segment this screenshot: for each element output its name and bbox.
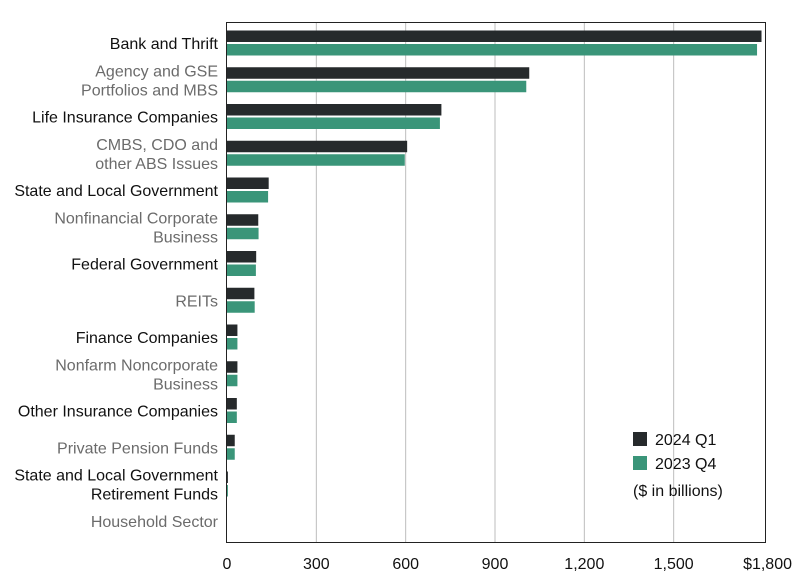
bar-federal-government-2023-q4 <box>227 264 256 276</box>
units-note: ($ in billions) <box>633 483 723 500</box>
category-label: Nonfarm Noncorporate <box>55 357 218 374</box>
category-label: Bank and Thrift <box>110 36 219 53</box>
bar-cmbs-cdo-and-other-abs-issues-2023-q4 <box>227 154 405 166</box>
category-label: Business <box>153 229 218 246</box>
category-label: State and Local Government <box>14 468 218 485</box>
category-label: Nonfinancial Corporate <box>54 210 218 227</box>
bar-agency-and-gse-portfolios-and-mbs-2023-q4 <box>227 80 527 93</box>
bar-reits-2024-q1 <box>227 287 255 300</box>
x-tick-label: 0 <box>223 556 232 573</box>
bar-bank-and-thrift-2023-q4 <box>227 44 758 56</box>
category-labels: Bank and Thrift Agency and GSE Portfolios … <box>14 36 218 531</box>
bar-bank-and-thrift-2024-q1 <box>227 30 762 42</box>
legend-label-2023-q4: 2023 Q4 <box>655 456 716 473</box>
bar-nonfarm-noncorporate-business-2023-q4 <box>227 374 238 387</box>
category-label: other ABS Issues <box>95 156 218 173</box>
bar-cmbs-cdo-and-other-abs-issues-2024-q1 <box>227 140 408 153</box>
x-tick-label: 900 <box>482 556 509 573</box>
category-label: Other Insurance Companies <box>18 404 218 421</box>
bar-reits-2023-q4 <box>227 301 255 313</box>
bar-nonfarm-noncorporate-business-2024-q1 <box>227 361 238 373</box>
bar-agency-and-gse-portfolios-and-mbs-2024-q1 <box>227 67 530 79</box>
x-tick-label: 600 <box>392 556 419 573</box>
legend-swatch-2023-q4 <box>633 456 647 470</box>
bar-state-and-local-government-2023-q4 <box>227 191 269 203</box>
bar-life-insurance-companies-2023-q4 <box>227 117 440 129</box>
category-label: Household Sector <box>91 514 219 531</box>
category-label: Life Insurance Companies <box>32 110 218 127</box>
bars <box>227 30 762 497</box>
bar-life-insurance-companies-2024-q1 <box>227 104 442 116</box>
category-label: Agency and GSE <box>95 63 218 80</box>
legend: 2024 Q1 2023 Q4 ($ in billions) <box>633 432 723 500</box>
bar-private-pension-funds-2023-q4 <box>227 448 235 460</box>
bar-state-and-local-government-2024-q1 <box>227 177 269 189</box>
bar-state-and-local-government-retirement-funds-2024-q1 <box>227 471 228 483</box>
category-label: Private Pension Funds <box>57 440 218 457</box>
bar-nonfinancial-corporate-business-2023-q4 <box>227 227 259 240</box>
category-label: CMBS, CDO and <box>96 137 218 154</box>
legend-swatch-2024-q1 <box>633 432 647 446</box>
bar-federal-government-2024-q1 <box>227 251 257 263</box>
bar-nonfinancial-corporate-business-2024-q1 <box>227 214 259 226</box>
bar-state-and-local-government-retirement-funds-2023-q4 <box>227 485 228 497</box>
category-label: REITs <box>175 293 218 310</box>
x-tick-label: 1,500 <box>654 556 694 573</box>
x-tick-label: $1,800 <box>743 556 792 573</box>
x-tick-label: 1,200 <box>564 556 604 573</box>
category-label: Finance Companies <box>76 330 218 347</box>
category-label: Business <box>153 376 218 393</box>
bar-private-pension-funds-2024-q1 <box>227 434 235 447</box>
category-label: Retirement Funds <box>91 487 218 504</box>
legend-label-2024-q1: 2024 Q1 <box>655 432 716 449</box>
category-label: Federal Government <box>71 257 218 274</box>
x-tick-label: 300 <box>303 556 330 573</box>
bar-finance-companies-2023-q4 <box>227 338 238 350</box>
bar-other-insurance-companies-2023-q4 <box>227 411 237 423</box>
bar-other-insurance-companies-2024-q1 <box>227 398 237 410</box>
x-axis-tick-labels: 0 300 600 900 1,200 1,500 $1,800 <box>223 556 793 573</box>
category-label: Portfolios and MBS <box>81 82 218 99</box>
bar-finance-companies-2024-q1 <box>227 324 238 336</box>
category-label: State and Local Government <box>14 183 218 200</box>
